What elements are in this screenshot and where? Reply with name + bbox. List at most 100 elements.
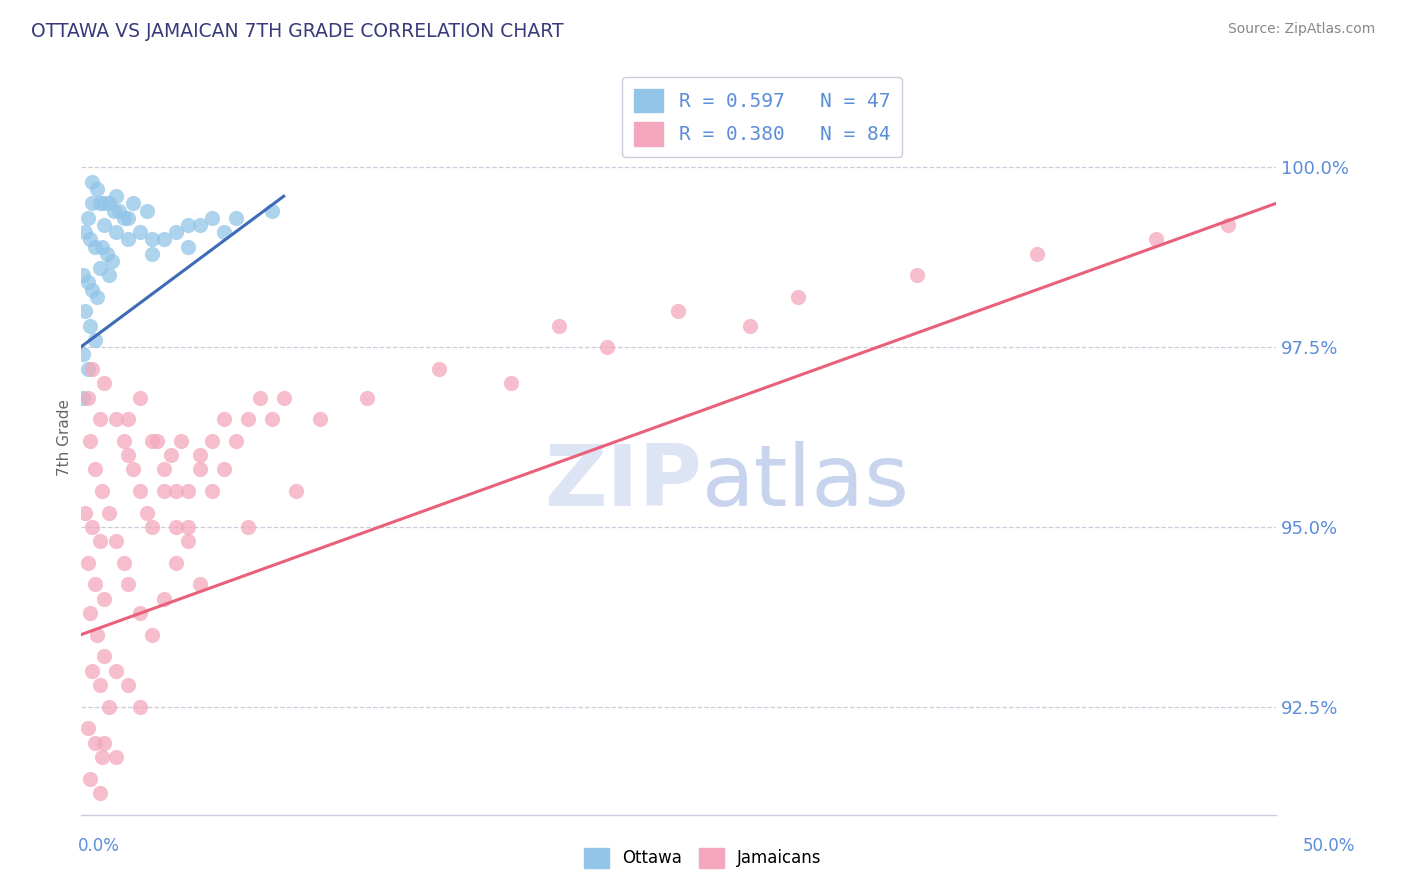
Legend: Ottawa, Jamaicans: Ottawa, Jamaicans — [578, 841, 828, 875]
Point — [122, 462, 145, 476]
Point — [201, 434, 224, 448]
Point — [89, 678, 111, 692]
Point — [86, 628, 108, 642]
Text: Source: ZipAtlas.com: Source: ZipAtlas.com — [1227, 22, 1375, 37]
Point — [236, 520, 259, 534]
Point — [93, 736, 115, 750]
Point — [76, 721, 98, 735]
Point — [76, 361, 98, 376]
Point — [188, 462, 211, 476]
Point — [153, 462, 176, 476]
Point — [82, 175, 104, 189]
Point — [212, 225, 235, 239]
Legend: R = 0.597   N = 47, R = 0.380   N = 84: R = 0.597 N = 47, R = 0.380 N = 84 — [621, 77, 901, 157]
Point — [188, 448, 211, 462]
Point — [225, 434, 247, 448]
Point — [146, 434, 169, 448]
Point — [105, 412, 128, 426]
Point — [249, 391, 271, 405]
Point — [112, 434, 135, 448]
Point — [112, 556, 135, 570]
Point — [201, 483, 224, 498]
Point — [98, 699, 121, 714]
Point — [117, 412, 139, 426]
Point — [129, 391, 152, 405]
Point — [105, 189, 128, 203]
Point — [136, 506, 159, 520]
Point — [83, 239, 105, 253]
Point — [93, 591, 115, 606]
Point — [212, 462, 235, 476]
Point — [82, 361, 104, 376]
Point — [129, 606, 152, 620]
Point — [225, 211, 247, 225]
Point — [107, 203, 129, 218]
Point — [117, 232, 139, 246]
Point — [177, 483, 200, 498]
Point — [98, 506, 121, 520]
Point — [89, 786, 111, 800]
Point — [160, 448, 183, 462]
Point — [86, 182, 108, 196]
Point — [79, 232, 101, 246]
Point — [260, 412, 283, 426]
Point — [356, 391, 378, 405]
Point — [141, 246, 163, 260]
Point — [141, 434, 163, 448]
Point — [89, 196, 111, 211]
Point — [188, 218, 211, 232]
Point — [153, 232, 176, 246]
Text: 50.0%: 50.0% — [1302, 837, 1355, 855]
Point — [141, 232, 163, 246]
Point — [177, 218, 200, 232]
Point — [117, 678, 139, 692]
Point — [98, 268, 121, 283]
Point — [212, 412, 235, 426]
Point — [129, 483, 152, 498]
Point — [89, 261, 111, 276]
Point — [141, 520, 163, 534]
Point — [103, 203, 125, 218]
Y-axis label: 7th Grade: 7th Grade — [58, 399, 72, 475]
Point — [177, 239, 200, 253]
Point — [93, 196, 115, 211]
Point — [273, 391, 295, 405]
Point — [136, 203, 159, 218]
Point — [129, 699, 152, 714]
Point — [83, 333, 105, 347]
Point — [129, 225, 152, 239]
Point — [666, 304, 689, 318]
Point — [236, 412, 259, 426]
Point — [79, 434, 101, 448]
Text: OTTAWA VS JAMAICAN 7TH GRADE CORRELATION CHART: OTTAWA VS JAMAICAN 7TH GRADE CORRELATION… — [31, 22, 564, 41]
Point — [72, 268, 94, 283]
Point — [165, 225, 187, 239]
Point — [738, 318, 761, 333]
Point — [112, 211, 135, 225]
Point — [595, 340, 617, 354]
Point — [165, 556, 187, 570]
Point — [153, 591, 176, 606]
Point — [260, 203, 283, 218]
Point — [284, 483, 307, 498]
Point — [786, 290, 808, 304]
Point — [83, 462, 105, 476]
Point — [1218, 218, 1240, 232]
Point — [905, 268, 928, 283]
Point — [165, 483, 187, 498]
Point — [83, 736, 105, 750]
Point — [177, 534, 200, 549]
Point — [86, 290, 108, 304]
Point — [170, 434, 193, 448]
Point — [93, 376, 115, 391]
Text: 0.0%: 0.0% — [77, 837, 120, 855]
Point — [83, 577, 105, 591]
Point — [76, 276, 98, 290]
Point — [153, 483, 176, 498]
Point — [89, 534, 111, 549]
Point — [201, 211, 224, 225]
Point — [76, 211, 98, 225]
Point — [188, 577, 211, 591]
Point — [105, 534, 128, 549]
Text: ZIP: ZIP — [544, 441, 702, 524]
